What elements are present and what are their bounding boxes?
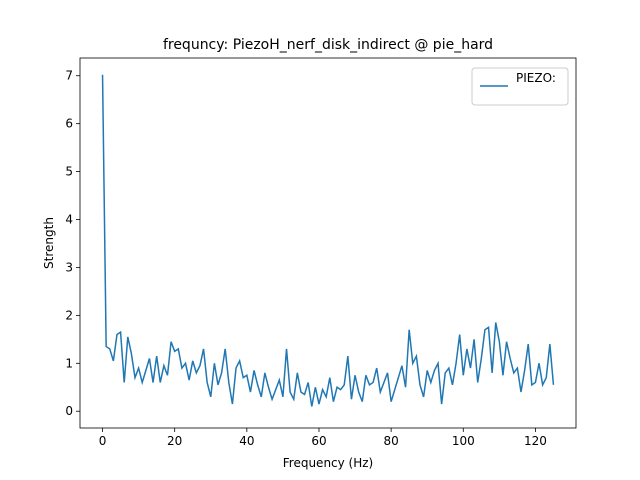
x-tick-label: 20 [167, 434, 182, 448]
x-tick-label: 100 [452, 434, 475, 448]
data-line [101, 74, 555, 407]
x-tick-label: 120 [524, 434, 547, 448]
y-tick-label: 4 [65, 213, 73, 227]
x-tick-label: 80 [383, 434, 398, 448]
y-tick-label: 2 [65, 308, 73, 322]
y-tick-label: 1 [65, 356, 73, 370]
y-tick-label: 7 [65, 69, 73, 83]
x-tick-label: 40 [239, 434, 254, 448]
y-tick-label: 3 [65, 260, 73, 274]
y-tick-label: 5 [65, 165, 73, 179]
y-tick-label: 0 [65, 404, 73, 418]
chart-title: frequncy: PiezoH_nerf_disk_indirect @ pi… [163, 37, 493, 53]
axes-frame [79, 57, 577, 429]
x-tick-label: 60 [311, 434, 326, 448]
x-tick-label: 0 [99, 434, 107, 448]
y-axis-label: Strength [42, 217, 56, 269]
legend-box [471, 67, 569, 106]
y-tick-label: 6 [65, 117, 73, 131]
legend-label: PIEZO: [516, 71, 556, 85]
x-axis-label: Frequency (Hz) [283, 456, 374, 470]
